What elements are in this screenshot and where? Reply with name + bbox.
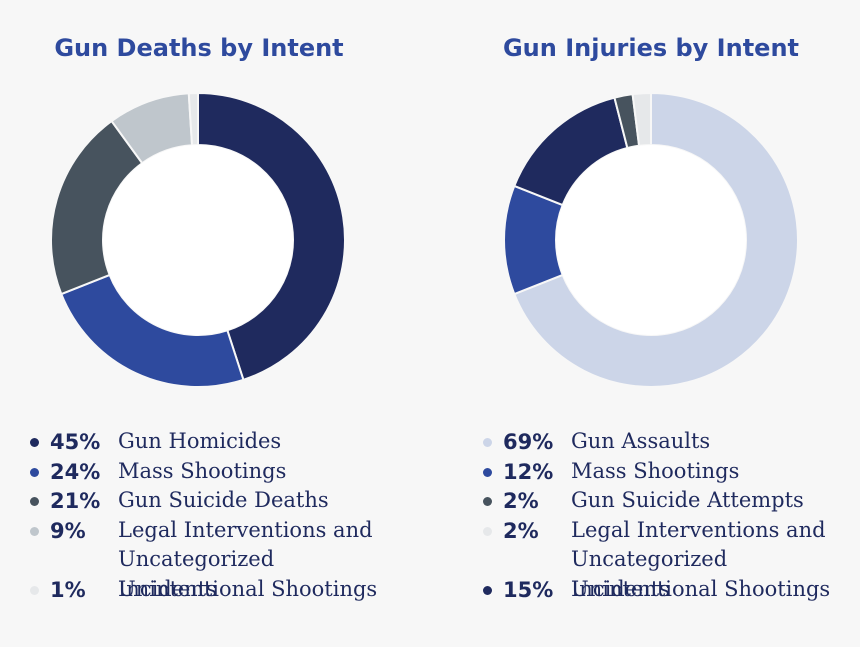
legend-percent: 2% [503,518,539,543]
legend-percent: 9% [50,518,86,543]
legend-label: Mass Shootings [571,458,740,483]
legend-label: Legal Interventions and Uncategorized In… [571,517,826,601]
legend-label: Mass Shootings [118,458,287,483]
legend-dot [30,497,39,506]
legend-percent: 12% [503,459,554,484]
injuries-chart-title: Gun Injuries by Intent [502,34,800,62]
legend-label: Gun Homicides [118,429,282,453]
legend-label: Unintentional Shootings [118,576,378,601]
deaths-chart-panel: Gun Deaths by Intent 45% Gun Homicides 2… [30,34,378,602]
legend-dot [483,526,492,536]
legend-label: Gun Assaults [571,429,711,453]
injuries-donut [503,91,799,388]
donut-hole [103,145,293,335]
legend-percent: 45% [50,430,101,454]
legend-dot [483,585,492,595]
legend-percent: 69% [503,430,554,454]
legend-percent: 15% [503,577,554,602]
legend-dot [483,438,492,447]
legend-dot [30,526,39,536]
legend-percent: 24% [50,459,101,484]
legend-label: Gun Suicide Attempts [571,488,804,512]
deaths-donut [50,91,346,388]
legend-percent: 1% [50,577,86,602]
legend-dot [30,467,39,477]
legend-percent: 2% [503,489,539,513]
legend-dot [483,467,492,477]
legend-label: Gun Suicide Deaths [118,488,329,512]
legend-dot [483,497,492,506]
legend-percent: 21% [50,489,101,513]
deaths-chart-title: Gun Deaths by Intent [54,34,344,62]
injuries-chart-panel: Gun Injuries by Intent 69% Gun Assaults … [430,0,860,647]
legend-dot [30,585,39,595]
legend-label: Unintentional Shootings [571,576,831,601]
legend-label: Legal Interventions and Uncategorized In… [118,517,373,601]
donut-hole [556,145,746,335]
legend-dot [30,438,39,447]
